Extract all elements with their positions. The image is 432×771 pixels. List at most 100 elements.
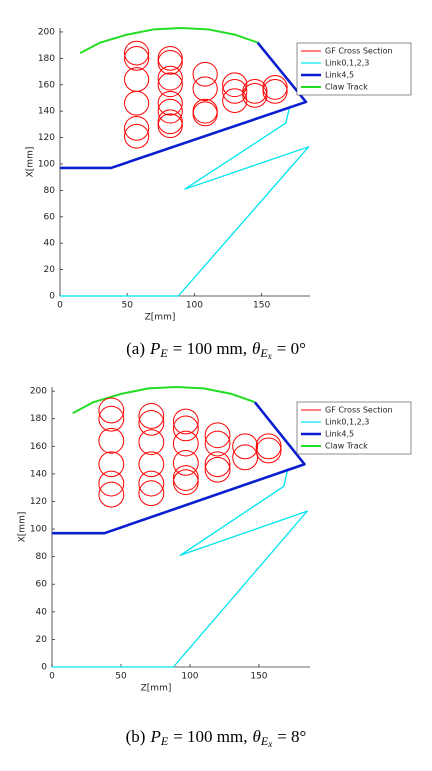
cross-section <box>98 405 125 432</box>
cross-section <box>157 72 183 98</box>
caption-part: (a) <box>126 339 145 358</box>
y-tick-label: 60 <box>36 580 48 590</box>
cross-section <box>255 437 282 464</box>
cross-section <box>192 101 218 127</box>
series-line <box>72 386 256 415</box>
y-tick-label: 0 <box>49 292 55 302</box>
cross-section <box>138 403 165 429</box>
cross-section <box>242 82 268 108</box>
legend-label: Link0,1,2,3 <box>325 59 369 68</box>
legend-label: Claw Track <box>325 442 368 451</box>
legend-label: Link4,5 <box>325 71 354 80</box>
caption-part: E <box>160 734 169 748</box>
cross-section <box>172 408 199 435</box>
x-tick-label: 0 <box>57 301 63 311</box>
caption-part: (b) <box>126 727 146 746</box>
subplot: 0 50 100 150 0 20 40 60 80 100 120 140 160 180 200 Z[mm… <box>18 386 412 749</box>
subplot: 0 50 100 150 0 20 40 60 80 100 120 140 160 180 200 Z[mm… <box>26 27 412 361</box>
cross-section <box>157 109 183 135</box>
y-tick-label: 100 <box>30 525 47 535</box>
caption-part: = 100 mm, <box>173 339 247 358</box>
x-tick-label: 50 <box>121 301 133 311</box>
cross-section <box>172 449 199 476</box>
cross-section <box>242 78 268 104</box>
y-tick-label: 140 <box>30 469 47 479</box>
y-tick-label: 180 <box>38 54 55 64</box>
caption-part: E <box>159 346 168 360</box>
y-tick-label: 0 <box>41 663 47 673</box>
cross-section <box>232 433 259 460</box>
series-line <box>79 27 258 54</box>
y-tick-label: 80 <box>36 552 48 562</box>
cross-section <box>204 422 231 449</box>
y-tick-label: 200 <box>30 387 47 397</box>
x-axis-label: Z[mm] <box>145 313 176 323</box>
caption-part: = 100 mm, <box>173 727 247 746</box>
y-tick-label: 100 <box>38 159 55 169</box>
y-tick-label: 80 <box>44 186 56 196</box>
cross-section <box>192 61 218 87</box>
cross-section <box>124 45 150 71</box>
x-tick-label: 0 <box>49 672 55 682</box>
cross-section <box>172 430 199 457</box>
y-tick-label: 60 <box>44 212 56 222</box>
y-tick-label: 20 <box>44 265 56 275</box>
legend-label: Link4,5 <box>325 430 354 439</box>
y-tick-label: 120 <box>38 133 55 143</box>
cross-section <box>172 469 199 496</box>
y-axis-label: X[mm] <box>18 512 28 543</box>
caption-part: E <box>259 346 268 360</box>
cross-section <box>124 40 150 66</box>
cross-section <box>232 444 259 471</box>
cross-section <box>98 481 125 508</box>
cross-section <box>98 397 125 424</box>
series-line <box>60 105 310 297</box>
cross-section <box>98 451 125 478</box>
cross-section <box>255 433 282 460</box>
legend-label: GF Cross Section <box>325 47 393 56</box>
caption-part: θ <box>252 339 260 358</box>
x-tick-label: 150 <box>250 672 267 682</box>
caption-part: P <box>149 339 160 358</box>
y-axis-label: X[mm] <box>26 147 36 178</box>
cross-section <box>138 409 165 436</box>
x-tick-label: 50 <box>115 672 127 682</box>
series-line <box>52 401 306 535</box>
y-tick-label: 160 <box>30 442 47 452</box>
caption-part: x <box>267 351 272 361</box>
y-tick-label: 40 <box>44 239 56 249</box>
cross-section <box>157 65 183 91</box>
caption-part: P <box>149 727 160 746</box>
caption-part: E <box>260 734 269 748</box>
caption-part: = 8° <box>277 727 306 746</box>
y-tick-label: 200 <box>38 27 55 37</box>
cross-section <box>157 90 183 116</box>
x-tick-label: 100 <box>186 301 203 311</box>
legend-label: GF Cross Section <box>325 406 393 415</box>
cross-section <box>192 76 218 102</box>
caption: (a) PE = 100 mm, θEx = 0° <box>126 339 306 361</box>
legend-label: Claw Track <box>325 83 368 92</box>
legend-label: Link0,1,2,3 <box>325 418 369 427</box>
cross-section <box>204 456 231 483</box>
cross-section <box>138 480 165 507</box>
x-axis-label: Z[mm] <box>141 684 172 694</box>
y-tick-label: 120 <box>30 497 47 507</box>
cross-section <box>124 90 150 116</box>
y-tick-label: 180 <box>30 414 47 424</box>
cross-section <box>124 67 150 92</box>
y-tick-label: 20 <box>36 635 48 645</box>
x-tick-label: 150 <box>253 301 270 311</box>
y-tick-label: 160 <box>38 80 55 90</box>
cross-section <box>98 470 125 497</box>
caption-part: = 0° <box>277 339 306 358</box>
cross-section <box>157 113 183 139</box>
cross-section <box>98 427 125 454</box>
cross-section <box>138 429 165 456</box>
cross-section <box>157 49 183 75</box>
y-tick-label: 40 <box>36 607 48 617</box>
caption-part: θ <box>253 727 261 746</box>
cross-section <box>204 430 231 457</box>
caption: (b) PE = 100 mm, θEx = 8° <box>126 727 307 749</box>
